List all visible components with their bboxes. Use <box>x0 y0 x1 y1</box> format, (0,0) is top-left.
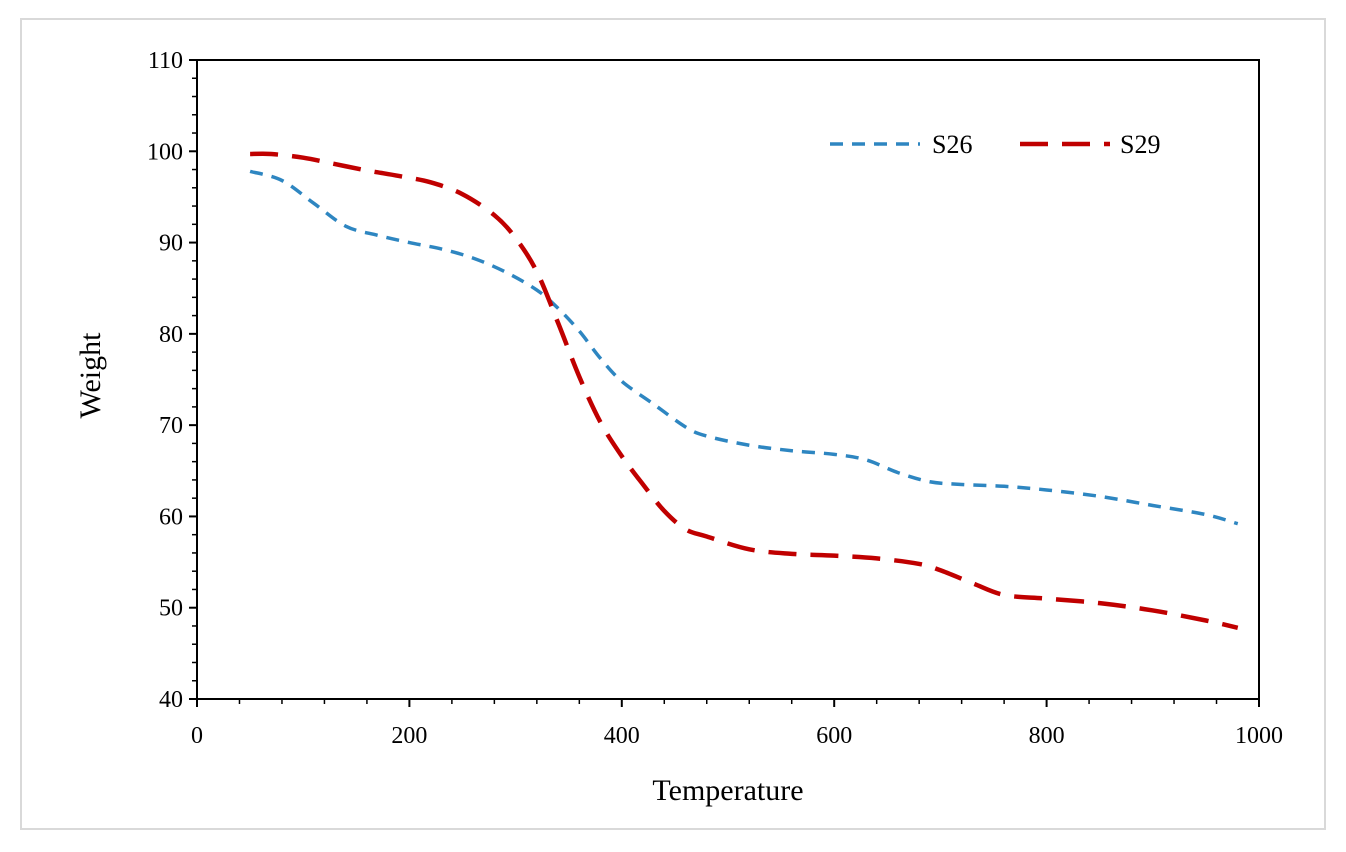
chart-frame <box>20 18 1326 830</box>
y-axis-title: Weight <box>74 332 107 419</box>
y-tick-label: 60 <box>159 504 183 530</box>
plot-border <box>196 59 1260 700</box>
x-tick-label: 600 <box>816 723 852 749</box>
y-tick-label: 70 <box>159 413 183 439</box>
y-tick-label: 100 <box>147 139 183 165</box>
y-tick-label: 50 <box>159 596 183 622</box>
y-tick-label: 40 <box>159 687 183 713</box>
y-tick-label: 80 <box>159 322 183 348</box>
legend-label-s26: S26 <box>932 130 972 159</box>
x-tick-label: 1000 <box>1235 723 1283 749</box>
y-tick-label: 110 <box>148 48 183 74</box>
y-tick-label: 90 <box>159 231 183 257</box>
legend-label-s29: S29 <box>1120 130 1160 159</box>
x-tick-label: 0 <box>191 723 203 749</box>
plot-area <box>249 151 1239 630</box>
legend: S26 S29 <box>830 130 1160 159</box>
x-tick-label: 800 <box>1029 723 1065 749</box>
x-tick-label: 200 <box>391 723 427 749</box>
series-line-s26 <box>249 169 1239 526</box>
series-line-s29 <box>250 151 1239 630</box>
x-tick-label: 400 <box>604 723 640 749</box>
x-axis-title: Temperature <box>652 774 803 807</box>
axes: 40 50 60 70 80 90 100 110 0 200 400 600 800 1000 <box>147 48 1283 749</box>
